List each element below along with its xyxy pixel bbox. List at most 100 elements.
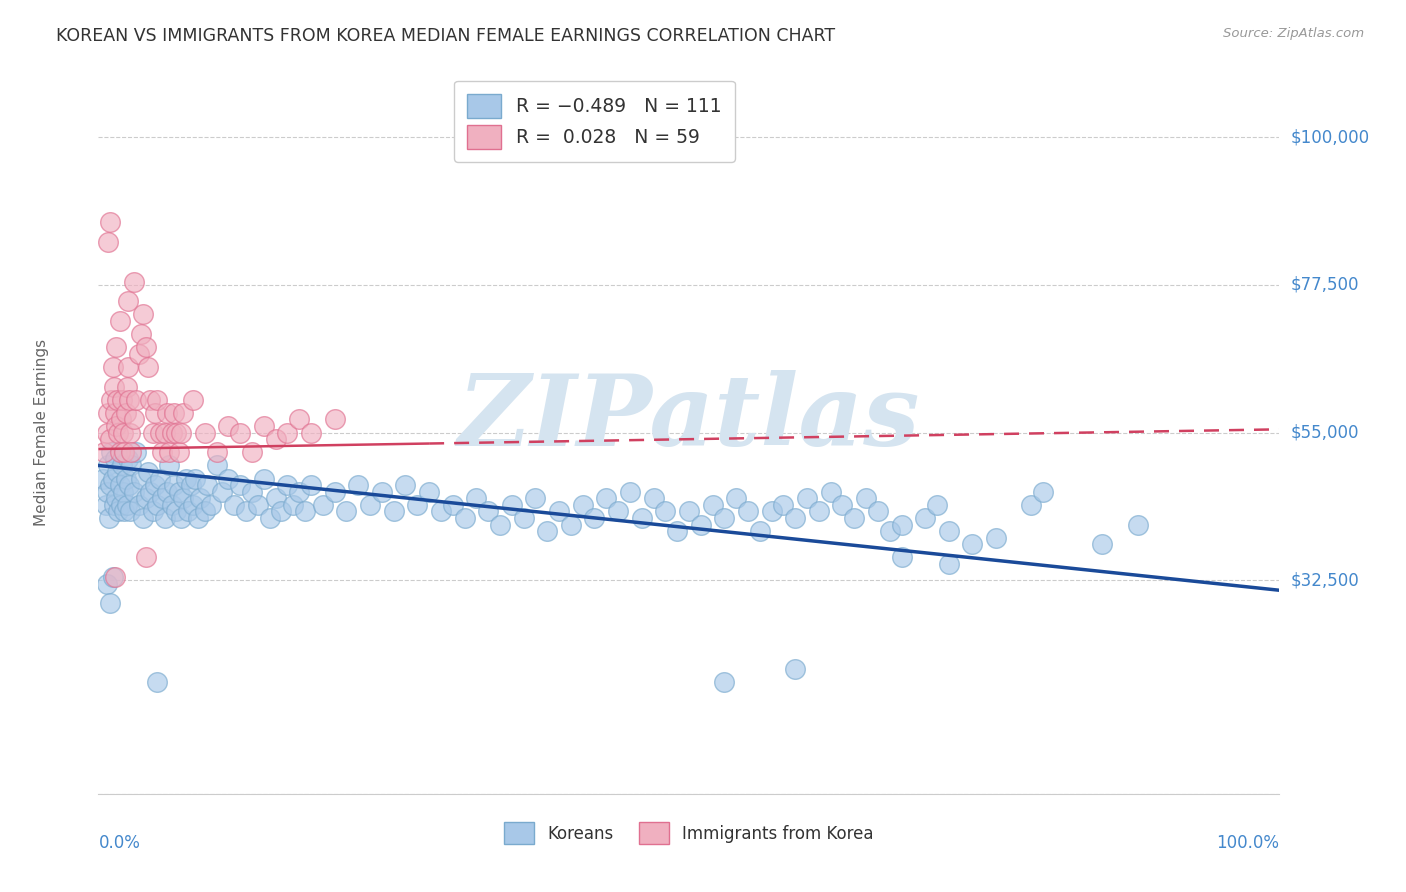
Text: 0.0%: 0.0% — [98, 834, 141, 852]
Text: $100,000: $100,000 — [1291, 128, 1369, 146]
Point — [276, 425, 298, 440]
Point — [347, 478, 370, 492]
Point — [217, 419, 239, 434]
Point — [240, 484, 263, 499]
Point — [129, 327, 152, 342]
Point — [157, 458, 180, 473]
Point — [211, 484, 233, 499]
Point — [105, 491, 128, 506]
Point — [501, 498, 523, 512]
Point — [118, 478, 141, 492]
Point — [132, 307, 155, 321]
Point — [156, 406, 179, 420]
Point — [149, 425, 172, 440]
Point — [607, 504, 630, 518]
Point — [737, 504, 759, 518]
Point — [117, 294, 139, 309]
Point — [153, 425, 176, 440]
Point — [165, 504, 187, 518]
Point — [114, 406, 136, 420]
Point — [666, 524, 689, 538]
Point — [163, 478, 186, 492]
Point — [465, 491, 488, 506]
Point — [121, 445, 143, 459]
Point — [283, 498, 305, 512]
Point — [312, 498, 335, 512]
Point — [157, 445, 180, 459]
Point — [111, 392, 134, 407]
Text: Source: ZipAtlas.com: Source: ZipAtlas.com — [1223, 27, 1364, 40]
Point — [406, 498, 429, 512]
Point — [120, 425, 142, 440]
Point — [914, 511, 936, 525]
Point — [115, 498, 138, 512]
Point — [98, 478, 121, 492]
Point — [654, 504, 676, 518]
Point — [98, 596, 121, 610]
Point — [524, 491, 547, 506]
Point — [785, 511, 807, 525]
Point — [117, 451, 139, 466]
Point — [748, 524, 770, 538]
Point — [235, 504, 257, 518]
Point — [938, 557, 960, 571]
Point — [170, 511, 193, 525]
Point — [323, 484, 346, 499]
Point — [205, 445, 228, 459]
Point — [118, 392, 141, 407]
Point — [181, 498, 204, 512]
Point — [153, 511, 176, 525]
Point — [583, 511, 606, 525]
Point — [160, 425, 183, 440]
Point — [430, 504, 453, 518]
Point — [125, 392, 148, 407]
Point — [264, 432, 287, 446]
Point — [129, 472, 152, 486]
Point — [761, 504, 783, 518]
Point — [105, 392, 128, 407]
Point — [560, 517, 582, 532]
Point — [866, 504, 889, 518]
Point — [194, 504, 217, 518]
Point — [165, 425, 187, 440]
Point — [160, 498, 183, 512]
Point — [1126, 517, 1149, 532]
Point — [246, 498, 269, 512]
Point — [135, 340, 157, 354]
Point — [938, 524, 960, 538]
Point — [101, 570, 124, 584]
Point — [122, 275, 145, 289]
Point — [156, 484, 179, 499]
Point — [101, 472, 124, 486]
Point — [121, 458, 143, 473]
Point — [229, 425, 252, 440]
Point — [879, 524, 901, 538]
Point — [844, 511, 866, 525]
Point — [108, 314, 131, 328]
Point — [187, 511, 209, 525]
Point — [177, 504, 200, 518]
Point — [107, 425, 129, 440]
Point — [359, 498, 381, 512]
Point — [288, 484, 311, 499]
Point — [276, 478, 298, 492]
Point — [224, 498, 246, 512]
Point — [253, 472, 276, 486]
Point — [217, 472, 239, 486]
Point — [120, 504, 142, 518]
Point — [146, 498, 169, 512]
Point — [114, 472, 136, 486]
Point — [418, 484, 440, 499]
Point — [229, 478, 252, 492]
Legend: Koreans, Immigrants from Korea: Koreans, Immigrants from Korea — [498, 816, 880, 851]
Point — [702, 498, 724, 512]
Point — [184, 472, 207, 486]
Point — [103, 379, 125, 393]
Point — [335, 504, 357, 518]
Point — [294, 504, 316, 518]
Point — [150, 445, 173, 459]
Point — [105, 419, 128, 434]
Point — [820, 484, 842, 499]
Point — [122, 484, 145, 499]
Point — [713, 511, 735, 525]
